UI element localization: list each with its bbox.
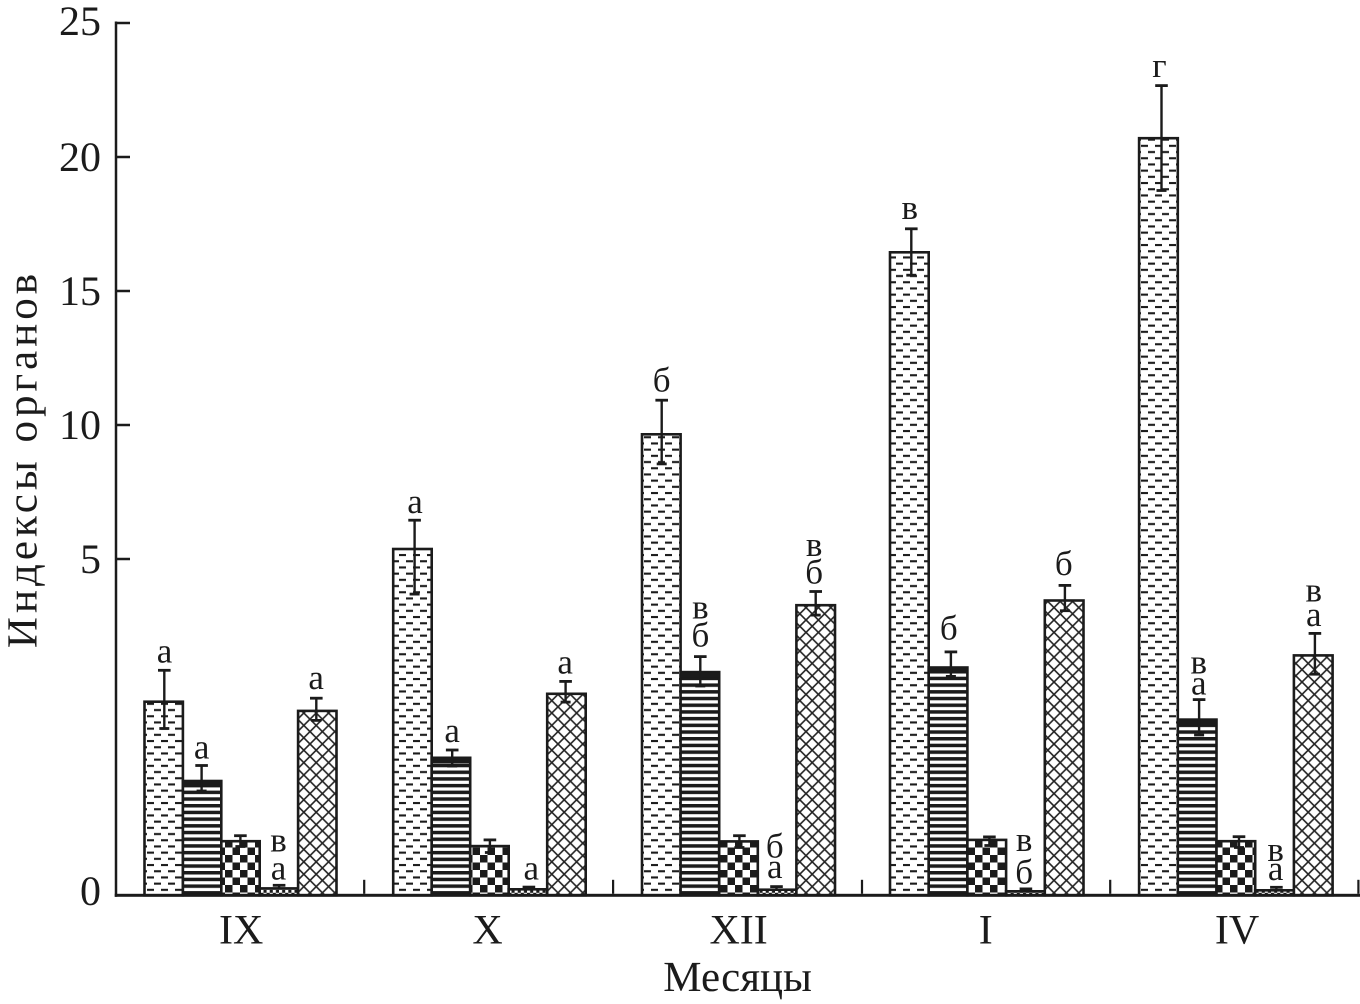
svg-text:а: а [1306,595,1322,634]
svg-text:а: а [1268,849,1284,888]
svg-text:20: 20 [59,135,101,181]
svg-text:в: в [692,588,709,627]
svg-text:г: г [1152,46,1166,85]
svg-text:б: б [805,552,823,591]
svg-text:5: 5 [80,537,101,583]
svg-text:10: 10 [59,403,101,449]
svg-text:б: б [691,616,709,655]
svg-text:15: 15 [59,269,101,315]
svg-text:б: б [766,827,784,866]
svg-text:в: в [1191,642,1208,681]
svg-text:а: а [557,643,573,682]
svg-text:X: X [472,908,502,954]
svg-text:Месяцы: Месяцы [663,954,812,1001]
svg-text:Индексы органов: Индексы органов [0,270,47,648]
svg-text:а: а [157,631,173,670]
svg-text:а: а [407,482,423,521]
svg-text:а: а [767,847,783,886]
svg-text:а: а [444,711,460,750]
svg-text:IV: IV [1215,908,1259,954]
svg-text:а: а [194,727,210,766]
svg-text:в: в [806,525,823,564]
svg-text:I: I [979,908,993,954]
svg-text:25: 25 [59,0,101,45]
svg-text:а: а [524,849,540,888]
svg-text:а: а [308,658,324,697]
svg-text:IX: IX [219,908,263,954]
svg-text:XII: XII [709,908,767,954]
svg-text:в: в [1016,820,1033,859]
svg-text:в: в [270,821,287,860]
svg-text:а: а [1191,663,1207,702]
svg-text:б: б [653,360,671,399]
svg-text:0: 0 [80,869,101,915]
svg-text:б: б [1055,544,1073,583]
svg-text:в: в [902,188,919,227]
svg-text:в: в [1267,830,1284,869]
svg-text:а: а [271,848,287,887]
svg-text:б: б [940,609,958,648]
svg-text:в: в [1306,571,1323,610]
svg-text:б: б [1015,852,1033,891]
